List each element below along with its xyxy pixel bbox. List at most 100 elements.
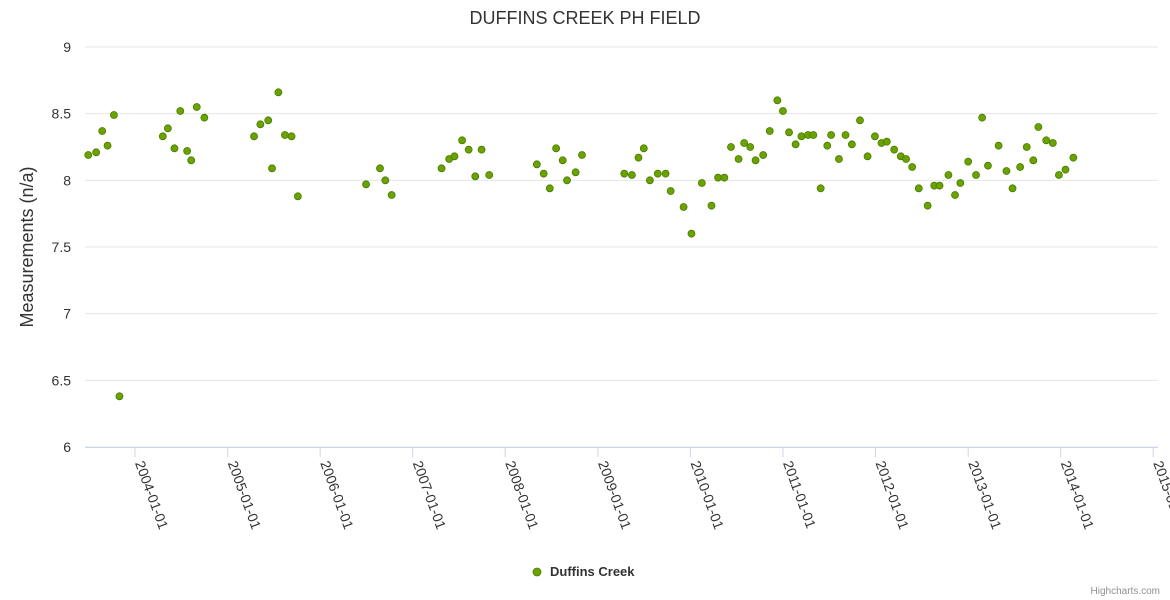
credits-link[interactable]: Highcharts.com [1091,586,1160,597]
data-point[interactable] [639,144,648,153]
data-point[interactable] [109,111,118,119]
data-point[interactable] [293,192,302,201]
data-point[interactable] [816,184,825,193]
data-point[interactable] [170,144,179,153]
data-point[interactable] [734,155,743,163]
data-point[interactable] [84,151,93,159]
data-point[interactable] [935,181,944,190]
data-point[interactable] [841,131,850,139]
data-point[interactable] [92,148,101,157]
data-point[interactable] [679,203,688,211]
data-point[interactable] [890,145,899,154]
data-point[interactable] [103,141,112,150]
data-point[interactable] [281,131,289,139]
data-point[interactable] [978,113,987,122]
data-point[interactable] [458,136,466,145]
data-point[interactable] [1029,156,1038,165]
data-point[interactable] [908,163,917,171]
data-point[interactable] [200,113,209,122]
data-point[interactable] [653,169,662,178]
data-point[interactable] [477,145,486,154]
data-point[interactable] [835,155,843,163]
data-point[interactable] [1069,153,1078,162]
data-point[interactable] [578,151,586,159]
data-point[interactable] [765,127,774,135]
data-point[interactable] [627,171,636,179]
data-point[interactable] [972,171,980,179]
legend-label[interactable]: Duffins Creek [550,564,635,579]
data-point[interactable] [809,131,818,139]
data-point[interactable] [1048,139,1057,147]
data-point[interactable] [827,131,835,139]
data-point[interactable] [707,201,716,210]
data-point[interactable] [620,169,629,178]
data-point[interactable] [773,96,782,105]
data-point[interactable] [634,153,643,162]
data-point[interactable] [994,141,1003,150]
data-point[interactable] [779,107,787,115]
data-point[interactable] [727,143,735,151]
data-point[interactable] [464,145,473,154]
data-point[interactable] [287,132,296,141]
data-point[interactable] [914,184,923,193]
data-point[interactable] [1008,184,1017,193]
data-point[interactable] [740,139,749,147]
data-point[interactable] [485,171,494,179]
data-point[interactable] [183,147,192,155]
data-point[interactable] [274,88,283,97]
data-point[interactable] [847,140,856,149]
data-point[interactable] [471,172,480,181]
data-point[interactable] [645,176,654,185]
data-point[interactable] [951,191,959,199]
data-point[interactable] [163,124,172,133]
data-point[interactable] [751,156,760,165]
data-point[interactable] [256,120,265,129]
data-point[interactable] [661,169,670,178]
data-points[interactable] [84,88,1078,401]
data-point[interactable] [746,143,755,151]
data-point[interactable] [115,392,124,401]
data-point[interactable] [797,132,806,141]
data-point[interactable] [450,152,459,161]
data-point[interactable] [552,144,561,153]
data-point[interactable] [759,151,768,159]
data-point[interactable] [558,156,567,165]
data-point[interactable] [1061,165,1070,174]
data-point[interactable] [192,103,201,111]
data-point[interactable] [250,132,258,141]
data-point[interactable] [1016,163,1025,171]
data-point[interactable] [791,140,800,149]
data-point[interactable] [956,179,965,187]
data-point[interactable] [268,164,276,173]
data-point[interactable] [666,187,675,195]
data-point[interactable] [545,184,554,193]
data-point[interactable] [532,160,541,169]
data-point[interactable] [387,191,396,199]
data-point[interactable] [264,116,273,125]
data-point[interactable] [571,168,580,177]
data-point[interactable] [823,141,832,150]
data-point[interactable] [187,156,196,165]
data-point[interactable] [1002,167,1011,175]
data-point[interactable] [539,169,548,178]
data-point[interactable] [871,132,879,141]
data-point[interactable] [964,157,973,166]
data-point[interactable] [902,155,910,163]
data-point[interactable] [1034,123,1043,131]
data-point[interactable] [720,173,729,182]
data-point[interactable] [944,171,953,179]
data-point[interactable] [376,164,384,173]
data-point[interactable] [362,180,370,189]
data-point[interactable] [563,176,571,185]
data-point[interactable] [176,107,185,115]
data-point[interactable] [882,137,891,146]
data-point[interactable] [158,132,167,141]
data-point[interactable] [785,128,793,137]
data-point[interactable] [437,164,446,173]
data-point[interactable] [697,179,706,187]
data-point[interactable] [856,116,864,125]
data-point[interactable] [863,152,872,161]
data-point[interactable] [1022,143,1031,151]
data-point[interactable] [1055,171,1063,179]
data-point[interactable] [98,127,107,135]
